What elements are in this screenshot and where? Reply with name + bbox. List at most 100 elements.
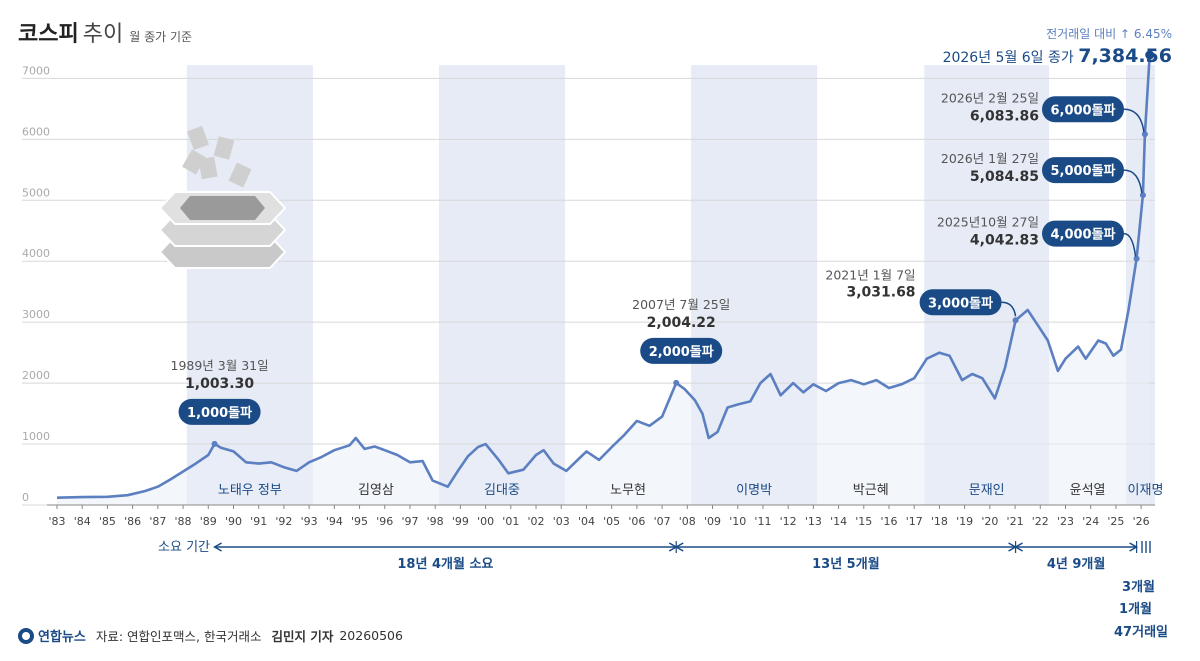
x-tick-label: '85: [99, 515, 116, 528]
footer: 연합뉴스 자료: 연합인포맥스, 한국거래소 김민지 기자 20260506: [18, 626, 403, 645]
x-tick-label: '86: [124, 515, 141, 528]
admin-band: [186, 65, 313, 505]
x-tick-label: '21: [1007, 515, 1024, 528]
paper-flake: [213, 136, 235, 160]
milestone-value: 3,031.68: [846, 284, 915, 300]
x-tick-label: '89: [200, 515, 217, 528]
milestone-badge-text: 2,000돌파: [649, 345, 714, 360]
title-main: 코스피: [18, 22, 79, 47]
x-tick-label: '13: [805, 515, 822, 528]
x-tick-label: '25: [1107, 515, 1124, 528]
x-tick-label: '17: [906, 515, 923, 528]
x-tick-label: '03: [553, 515, 570, 528]
milestone-badge-bg: [1042, 96, 1124, 123]
admin-label: 박근혜: [853, 483, 889, 498]
footer-source: 자료: 연합인포맥스, 한국거래소: [95, 629, 262, 644]
x-tick-label: '90: [225, 515, 242, 528]
milestone-date: 2026년 1월 27일: [941, 151, 1039, 166]
milestone-value: 4,042.83: [970, 233, 1039, 249]
admin-label: 문재인: [969, 483, 1005, 498]
footer-reporter: 김민지 기자: [271, 629, 334, 644]
duration-arrow-left: [213, 542, 222, 552]
y-tick-label: 3000: [22, 308, 50, 321]
y-tick-label: 2000: [22, 369, 50, 382]
milestone-point: [673, 379, 680, 386]
y-tick-label: 5000: [22, 186, 50, 199]
y-tick-label: 7000: [22, 64, 50, 77]
x-tick-label: '18: [931, 515, 948, 528]
x-tick-label: '24: [1082, 515, 1099, 528]
x-tick-label: '05: [603, 515, 620, 528]
duration-arrow-left: [674, 542, 684, 552]
milestone-badge-bg: [640, 337, 723, 364]
x-tick-label: '94: [326, 515, 343, 528]
milestone-badge-text: 6,000돌파: [1050, 103, 1115, 118]
duration-label: 4년 9개월: [1047, 556, 1106, 572]
x-tick-label: '15: [855, 515, 872, 528]
admin-label: 윤석열: [1070, 483, 1106, 498]
latest-label: 2026년 5월 6일 종가 7,384.56: [943, 45, 1172, 67]
x-tick-label: '95: [351, 515, 368, 528]
latest-date: 2026년 5월 6일 종가: [943, 50, 1079, 66]
milestone-point: [1133, 255, 1140, 262]
paper-flake: [187, 125, 209, 151]
milestone-value: 1,003.30: [185, 376, 254, 392]
kospi-line: [56, 54, 1151, 499]
milestone-date: 2007년 7월 25일: [632, 297, 730, 312]
title-sub: 추이: [82, 22, 124, 47]
x-tick-label: '96: [376, 515, 393, 528]
y-tick-label: 1000: [22, 430, 50, 443]
x-tick-label: '14: [830, 515, 847, 528]
milestone-badge-bg: [178, 398, 261, 425]
x-tick-label: '11: [754, 515, 771, 528]
milestone-badge-text: 4,000돌파: [1050, 228, 1115, 243]
milestone-date: 2025년10월 27일: [937, 215, 1039, 230]
footer-logo: 연합뉴스: [38, 630, 86, 645]
milestone-badge-text: 3,000돌파: [928, 296, 993, 311]
x-tick-label: '92: [275, 515, 292, 528]
duration-short-label: 47거래일: [1114, 625, 1168, 640]
x-tick-label: '06: [628, 515, 645, 528]
x-tick-label: '08: [679, 515, 696, 528]
x-tick-label: '16: [880, 515, 897, 528]
x-tick-label: '84: [74, 515, 91, 528]
title-unit: 월 종가 기준: [129, 30, 193, 44]
pot-opening: [180, 196, 265, 220]
duration-arrow-left: [1014, 542, 1023, 552]
footer-date: 20260506: [339, 628, 403, 643]
x-tick-label: '09: [704, 515, 721, 528]
milestone-badge-bg: [919, 289, 1002, 316]
x-tick-label: '02: [528, 515, 545, 528]
duration-short-label: 3개월: [1122, 579, 1155, 595]
duration-label: 18년 4개월 소요: [397, 556, 493, 572]
milestone-badge-bg: [1042, 220, 1124, 247]
admin-label: 노태우 정부: [218, 483, 282, 498]
duration-label: 13년 5개월: [812, 556, 880, 572]
milestone-connector: [1001, 301, 1017, 317]
x-tick-label: '00: [477, 515, 494, 528]
milestone-date: 2021년 1월 7일: [825, 267, 915, 282]
latest-value: 7,384.56: [1078, 45, 1172, 67]
duration-row-label: 소요 기간: [158, 540, 210, 555]
milestone-badge-bg: [1042, 157, 1124, 184]
latest-point: [1145, 50, 1155, 60]
admin-label: 김영삼: [358, 483, 394, 498]
y-tick-label: 0: [22, 491, 29, 504]
paper-flake: [228, 162, 252, 188]
x-tick-label: '97: [401, 515, 418, 528]
milestone-value: 6,083.86: [970, 108, 1039, 124]
milestone-badge-text: 5,000돌파: [1050, 164, 1115, 179]
milestone-date: 2026년 2월 25일: [941, 90, 1039, 105]
x-tick-label: '22: [1032, 515, 1049, 528]
pot-illustration-icon: [158, 125, 287, 269]
x-tick-label: '98: [427, 515, 444, 528]
x-tick-label: '07: [654, 515, 671, 528]
x-tick-label: '87: [149, 515, 166, 528]
paper-flake: [182, 149, 206, 175]
admin-label: 노무현: [610, 483, 646, 498]
milestone-point: [1141, 131, 1148, 138]
milestone-point: [1139, 192, 1146, 199]
admin-band: [438, 65, 566, 505]
admin-label: 김대중: [484, 483, 520, 498]
admin-label: 이재명: [1128, 483, 1164, 498]
